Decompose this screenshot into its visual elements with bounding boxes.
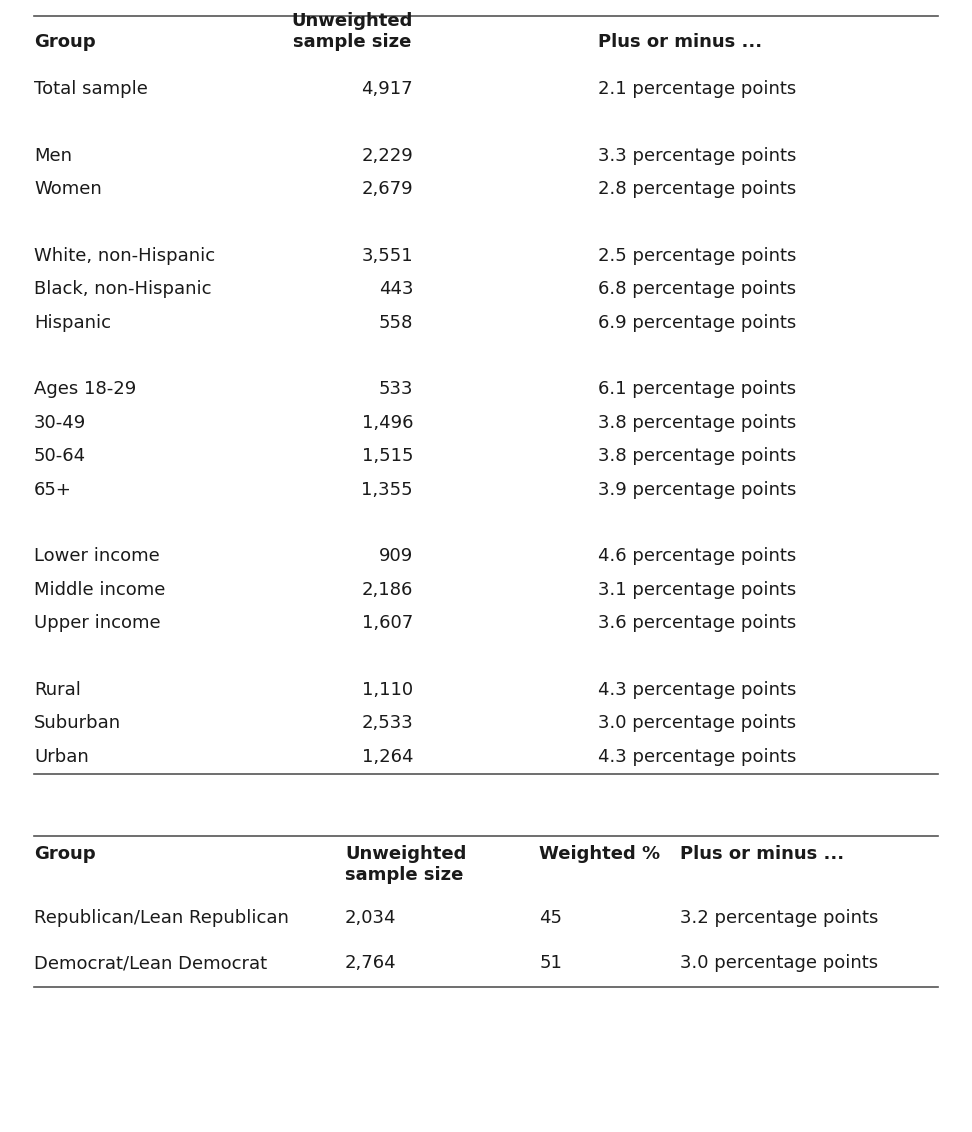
Text: 2.5 percentage points: 2.5 percentage points xyxy=(598,247,796,265)
Text: Suburban: Suburban xyxy=(34,714,122,732)
Text: 6.8 percentage points: 6.8 percentage points xyxy=(598,281,796,298)
Text: Republican/Lean Republican: Republican/Lean Republican xyxy=(34,909,289,927)
Text: Group: Group xyxy=(34,846,95,864)
Text: 1,515: 1,515 xyxy=(362,447,413,465)
Text: Lower income: Lower income xyxy=(34,548,159,565)
Text: Hispanic: Hispanic xyxy=(34,314,111,332)
Text: Ages 18-29: Ages 18-29 xyxy=(34,380,136,398)
Text: 2.1 percentage points: 2.1 percentage points xyxy=(598,80,796,97)
Text: 2,764: 2,764 xyxy=(345,954,397,972)
Text: Weighted %: Weighted % xyxy=(539,846,661,864)
Text: 3.0 percentage points: 3.0 percentage points xyxy=(598,714,796,732)
Text: 45: 45 xyxy=(539,909,563,927)
Text: 3.8 percentage points: 3.8 percentage points xyxy=(598,447,796,465)
Text: Total sample: Total sample xyxy=(34,80,148,97)
Text: 3.3 percentage points: 3.3 percentage points xyxy=(598,147,796,164)
Text: 2,533: 2,533 xyxy=(362,714,413,732)
Text: Group: Group xyxy=(34,33,95,51)
Text: Urban: Urban xyxy=(34,748,88,765)
Text: 1,110: 1,110 xyxy=(362,681,413,698)
Text: 30-49: 30-49 xyxy=(34,414,87,431)
Text: 1,496: 1,496 xyxy=(362,414,413,431)
Text: 6.1 percentage points: 6.1 percentage points xyxy=(598,380,796,398)
Text: 4.3 percentage points: 4.3 percentage points xyxy=(598,748,796,765)
Text: 50-64: 50-64 xyxy=(34,447,87,465)
Text: 909: 909 xyxy=(379,548,413,565)
Text: Black, non-Hispanic: Black, non-Hispanic xyxy=(34,281,212,298)
Text: Women: Women xyxy=(34,180,102,198)
Text: 4,917: 4,917 xyxy=(362,80,413,97)
Text: Unweighted
sample size: Unweighted sample size xyxy=(292,12,413,51)
Text: 3.1 percentage points: 3.1 percentage points xyxy=(598,581,796,599)
Text: 2,229: 2,229 xyxy=(362,147,413,164)
Text: 1,607: 1,607 xyxy=(362,615,413,632)
Text: Men: Men xyxy=(34,147,72,164)
Text: Plus or minus ...: Plus or minus ... xyxy=(680,846,845,864)
Text: 1,264: 1,264 xyxy=(362,748,413,765)
Text: Upper income: Upper income xyxy=(34,615,160,632)
Text: White, non-Hispanic: White, non-Hispanic xyxy=(34,247,215,265)
Text: 533: 533 xyxy=(379,380,413,398)
Text: 6.9 percentage points: 6.9 percentage points xyxy=(598,314,796,332)
Text: Plus or minus ...: Plus or minus ... xyxy=(598,33,762,51)
Text: 3.2 percentage points: 3.2 percentage points xyxy=(680,909,879,927)
Text: 3,551: 3,551 xyxy=(362,247,413,265)
Text: 4.3 percentage points: 4.3 percentage points xyxy=(598,681,796,698)
Text: 3.0 percentage points: 3.0 percentage points xyxy=(680,954,879,972)
Text: 2,034: 2,034 xyxy=(345,909,397,927)
Text: 2,186: 2,186 xyxy=(362,581,413,599)
Text: 4.6 percentage points: 4.6 percentage points xyxy=(598,548,796,565)
Text: 3.6 percentage points: 3.6 percentage points xyxy=(598,615,796,632)
Text: Rural: Rural xyxy=(34,681,81,698)
Text: 558: 558 xyxy=(379,314,413,332)
Text: 51: 51 xyxy=(539,954,563,972)
Text: 2.8 percentage points: 2.8 percentage points xyxy=(598,180,796,198)
Text: 3.9 percentage points: 3.9 percentage points xyxy=(598,481,796,498)
Text: 65+: 65+ xyxy=(34,481,72,498)
Text: 1,355: 1,355 xyxy=(362,481,413,498)
Text: Democrat/Lean Democrat: Democrat/Lean Democrat xyxy=(34,954,267,972)
Text: 443: 443 xyxy=(379,281,413,298)
Text: Middle income: Middle income xyxy=(34,581,165,599)
Text: Unweighted
sample size: Unweighted sample size xyxy=(345,846,467,884)
Text: 3.8 percentage points: 3.8 percentage points xyxy=(598,414,796,431)
Text: 2,679: 2,679 xyxy=(362,180,413,198)
